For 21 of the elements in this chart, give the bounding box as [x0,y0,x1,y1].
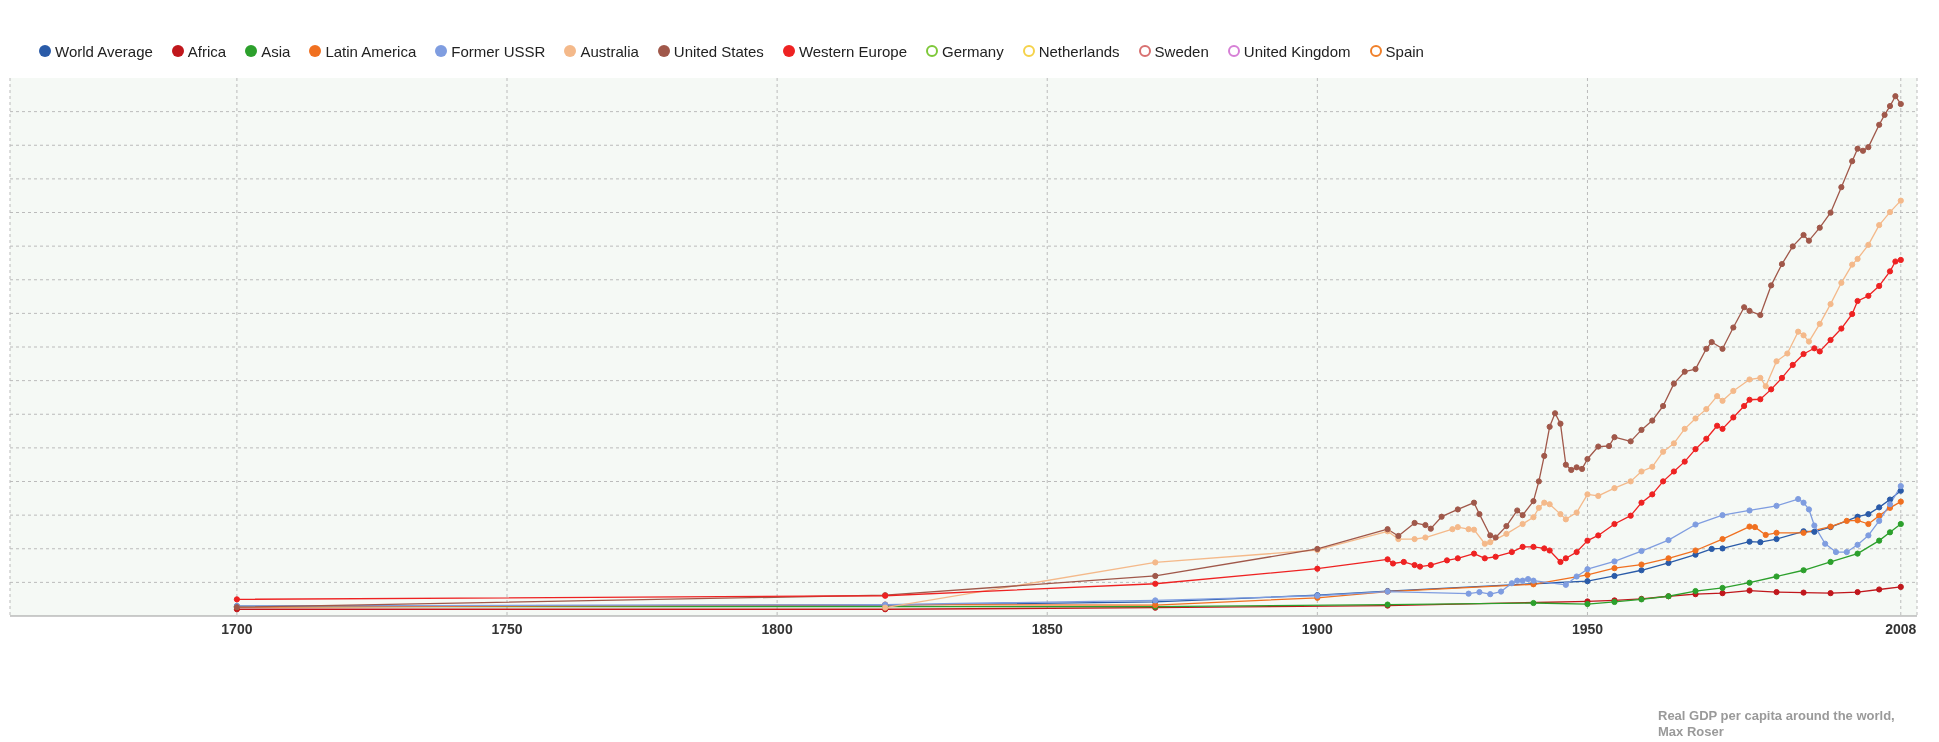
legend-label: Africa [187,42,227,60]
legend-label: Netherlands [1038,42,1120,60]
x-tick-label: 2008 [1885,620,1917,637]
x-tick-label: 1900 [1301,620,1334,637]
x-tick-label: 1950 [1571,620,1604,637]
legend-label: Spain [1385,42,1424,60]
source-note: Real GDP per capita around the world, Max Roser [1658,708,1895,740]
legend-label: Sweden [1154,42,1209,60]
x-tick-label: 1700 [221,620,253,637]
x-tick-label: 1750 [491,620,523,637]
x-tick-label: 1800 [761,620,793,637]
legend-label: Asia [261,42,291,60]
legend-label: Western Europe [798,42,907,60]
legend-label: Former USSR [451,42,546,60]
legend-label: Latin America [325,42,417,60]
legend-label: United Kingdom [1243,42,1351,60]
legend-label: Germany [942,42,1004,60]
x-tick-label: 1850 [1031,620,1064,637]
legend-label: Australia [580,42,639,60]
legend-label: United States [673,42,764,60]
legend-label: World Average [55,42,153,60]
